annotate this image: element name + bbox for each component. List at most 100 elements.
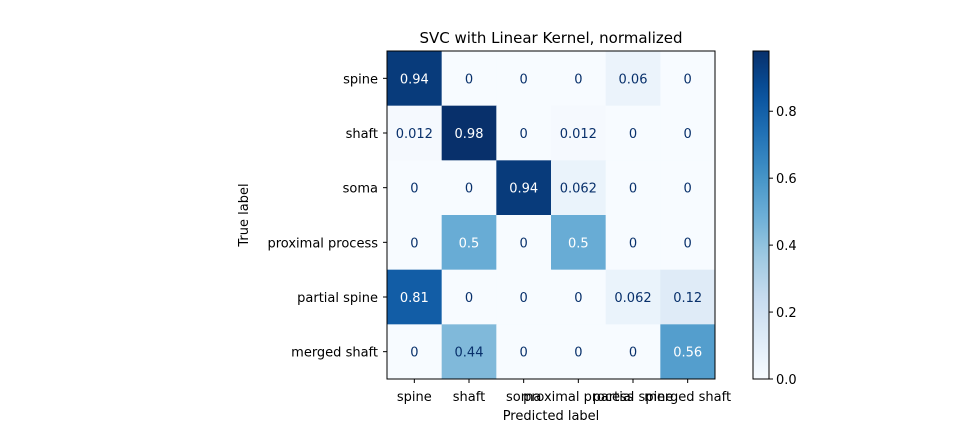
colorbar xyxy=(752,50,770,380)
cell-value-label: 0 xyxy=(574,346,582,361)
cell-value-label: 0 xyxy=(684,72,692,87)
cell-value-label: 0.12 xyxy=(673,291,702,306)
x-axis-label: Predicted label xyxy=(503,409,600,424)
plot-frame xyxy=(386,50,716,380)
cell-value-label: 0 xyxy=(410,236,418,251)
colorbar-tick-label: 0.8 xyxy=(776,105,797,120)
heatmap-cell xyxy=(441,269,497,325)
heatmap-cells xyxy=(387,51,716,380)
cell-value-label: 0.44 xyxy=(455,346,484,361)
x-tick-label: soma xyxy=(506,390,541,405)
cell-value-label: 0.06 xyxy=(619,72,648,87)
heatmap-cell xyxy=(387,324,443,380)
y-tick-label: proximal process xyxy=(268,236,379,251)
heatmap-cell xyxy=(551,105,607,161)
heatmap-cell xyxy=(551,160,607,216)
y-tick-label: shaft xyxy=(346,127,378,142)
colorbar-ticks: 0.0 0.2 0.4 0.6 0.8 xyxy=(769,105,797,388)
cell-value-label: 0 xyxy=(574,291,582,306)
heatmap-cell xyxy=(660,269,716,325)
heatmap-cell xyxy=(660,105,716,161)
x-tick-label: spine xyxy=(397,390,432,405)
cell-value-label: 0.062 xyxy=(560,182,597,197)
y-tick-label: partial spine xyxy=(297,291,378,306)
heatmap-cell xyxy=(660,160,716,216)
y-tick-label: soma xyxy=(343,182,378,197)
cell-value-label: 0 xyxy=(410,182,418,197)
heatmap-cell xyxy=(605,51,661,107)
heatmap-cell xyxy=(605,215,661,271)
heatmap-cell xyxy=(387,105,443,161)
heatmap-cell xyxy=(496,324,552,380)
heatmap-cell xyxy=(551,324,607,380)
cell-value-label: 0 xyxy=(574,72,582,87)
cell-value-label: 0.062 xyxy=(614,291,651,306)
cell-value-label: 0 xyxy=(629,346,637,361)
heatmap-cell xyxy=(605,160,661,216)
heatmap-cell xyxy=(496,160,552,216)
y-axis-ticks: spine shaft soma proximal process partial sp… xyxy=(268,72,387,361)
cell-value-label: 0 xyxy=(520,346,528,361)
cell-value-label: 0 xyxy=(520,72,528,87)
x-tick-label: proximal process xyxy=(523,390,634,405)
heatmap-cell xyxy=(496,215,552,271)
heatmap-cell xyxy=(660,51,716,107)
cell-value-label: 0.5 xyxy=(568,236,589,251)
cell-value-label: 0 xyxy=(684,182,692,197)
heatmap-cell xyxy=(496,105,552,161)
cell-value-label: 0 xyxy=(520,291,528,306)
heatmap-cell xyxy=(441,324,497,380)
cell-value-label: 0 xyxy=(465,291,473,306)
heatmap-cell xyxy=(551,215,607,271)
x-tick-label: merged shaft xyxy=(644,390,731,405)
cell-value-label: 0.56 xyxy=(673,346,702,361)
heatmap-cell xyxy=(387,160,443,216)
cell-value-label: 0 xyxy=(684,236,692,251)
x-tick-label: shaft xyxy=(453,390,485,405)
heatmap-cell xyxy=(496,269,552,325)
heatmap-cell xyxy=(387,215,443,271)
cell-value-label: 0 xyxy=(684,127,692,142)
y-tick-label: spine xyxy=(343,72,378,87)
cell-value-label: 0.98 xyxy=(455,127,484,142)
chart-title: SVC with Linear Kernel, normalized xyxy=(419,29,682,47)
heatmap-cell xyxy=(605,324,661,380)
heatmap-cell xyxy=(441,105,497,161)
cell-value-label: 0 xyxy=(410,346,418,361)
heatmap-cell xyxy=(605,269,661,325)
heatmap-cell xyxy=(551,51,607,107)
colorbar-tick-label: 0.4 xyxy=(776,239,797,254)
cell-value-label: 0 xyxy=(520,236,528,251)
cell-value-label: 0.5 xyxy=(459,236,480,251)
heatmap-cell xyxy=(551,269,607,325)
heatmap-cell xyxy=(660,324,716,380)
cell-value-label: 0.012 xyxy=(396,127,433,142)
heatmap-cell xyxy=(496,51,552,107)
heatmap-cell xyxy=(441,215,497,271)
colorbar-tick-label: 0.0 xyxy=(776,373,797,388)
heatmap-cell xyxy=(660,215,716,271)
heatmap-cell xyxy=(387,269,443,325)
cell-value-label: 0 xyxy=(465,182,473,197)
cell-value-label: 0 xyxy=(629,236,637,251)
cell-value-label: 0.94 xyxy=(400,72,429,87)
heatmap-cell xyxy=(387,51,443,107)
cell-value-label: 0 xyxy=(520,127,528,142)
cell-value-label: 0.012 xyxy=(560,127,597,142)
heatmap-cell xyxy=(441,51,497,107)
y-axis-label: True label xyxy=(237,183,252,247)
x-tick-label: partial spine xyxy=(593,390,674,405)
y-tick-label: merged shaft xyxy=(291,346,378,361)
cell-value-label: 0 xyxy=(629,127,637,142)
heatmap-cell xyxy=(605,105,661,161)
colorbar-tick-label: 0.2 xyxy=(776,306,797,321)
cell-value-label: 0 xyxy=(465,72,473,87)
cell-value-label: 0.94 xyxy=(509,182,538,197)
cell-value-label: 0 xyxy=(629,182,637,197)
heatmap-cell xyxy=(441,160,497,216)
cell-value-label: 0.81 xyxy=(400,291,429,306)
cell-value-labels: 0.94 0 0 0 0.06 0 0.012 0.98 0 0.012 0 0 0 0 0.94 0.062… xyxy=(396,72,702,360)
colorbar-tick-label: 0.6 xyxy=(776,172,797,187)
